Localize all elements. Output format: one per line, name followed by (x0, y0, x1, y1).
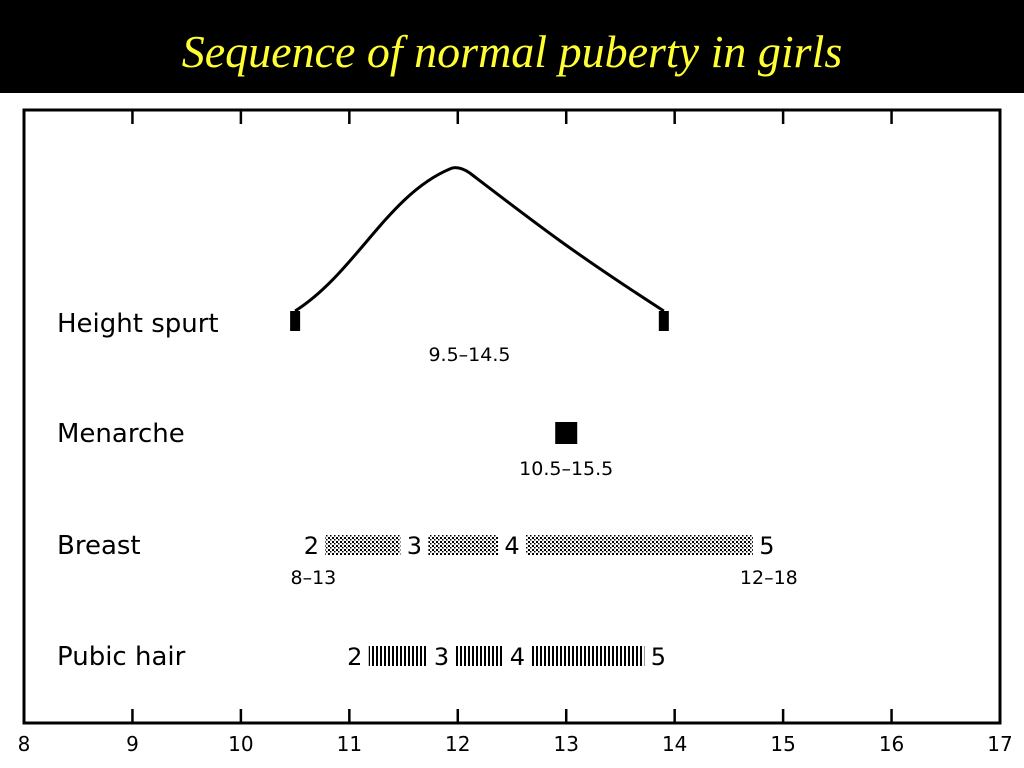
height-spurt-curve (294, 166, 665, 313)
pubic-hair-stage-band (531, 646, 645, 666)
pubic-hair-stage-band (455, 646, 504, 666)
breast-stage-band (428, 535, 498, 555)
breast-stage-band (325, 535, 401, 555)
title-bar: Sequence of normal puberty in girls (0, 0, 1024, 93)
page-title: Sequence of normal puberty in girls (181, 26, 843, 77)
x-tick-label: 9 (126, 732, 139, 756)
pubic-hair-stage-label: 2 (347, 643, 362, 671)
x-tick-label: 12 (445, 732, 470, 756)
x-tick-label: 14 (662, 732, 687, 756)
menarche-marker (555, 422, 578, 444)
x-tick-label: 15 (770, 732, 795, 756)
pubic-hair-stage-label: 5 (651, 643, 666, 671)
puberty-timeline-chart: 8 9 10 11 12 13 14 15 16 17 Height spurt 9.5–14.5 M… (18, 108, 1013, 756)
breast-start-range-label: 8–13 (290, 567, 336, 589)
x-tick-label: 11 (337, 732, 362, 756)
row-label: Breast (57, 531, 141, 561)
breast-stage-label: 5 (759, 532, 774, 560)
height-spurt-end-marker (658, 311, 669, 331)
x-tick-label: 13 (553, 732, 578, 756)
plot-frame (22, 108, 1002, 725)
pubic-hair-stage-band (368, 646, 428, 666)
pubic-hair-stage-label: 4 (510, 643, 525, 671)
x-tick-label: 17 (987, 732, 1012, 756)
row-label: Menarche (57, 419, 185, 449)
breast-stage-label: 3 (407, 532, 422, 560)
height-spurt-start-marker (290, 311, 301, 331)
breast-stage-label: 2 (304, 532, 319, 560)
x-tick-label: 8 (18, 732, 31, 756)
pubic-hair-stage-label: 3 (434, 643, 449, 671)
breast-stage-band (526, 535, 753, 555)
x-tick-label: 16 (879, 732, 904, 756)
breast-stage-label: 4 (504, 532, 519, 560)
row-label: Pubic hair (57, 642, 186, 672)
x-tick-label: 10 (228, 732, 253, 756)
menarche-range-label: 10.5–15.5 (519, 458, 613, 480)
breast-end-range-label: 12–18 (740, 567, 798, 589)
row-label: Height spurt (57, 309, 219, 339)
height-spurt-range-label: 9.5–14.5 (428, 344, 510, 366)
